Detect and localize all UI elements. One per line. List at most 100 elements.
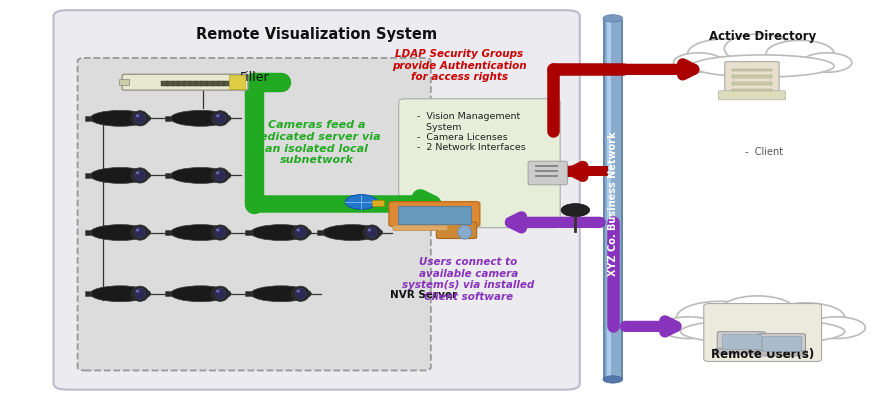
FancyBboxPatch shape (762, 336, 801, 351)
Bar (190, 81, 196, 86)
Bar (224, 81, 230, 86)
Ellipse shape (673, 53, 723, 72)
Ellipse shape (251, 286, 311, 302)
Bar (535, 165, 558, 167)
Bar (732, 89, 772, 91)
Circle shape (345, 195, 377, 209)
Bar (207, 81, 213, 86)
Ellipse shape (322, 224, 383, 240)
Ellipse shape (216, 290, 219, 293)
Ellipse shape (292, 286, 310, 302)
Bar (732, 69, 772, 71)
Ellipse shape (211, 168, 229, 183)
Bar (165, 173, 171, 178)
Bar (178, 81, 185, 86)
Ellipse shape (211, 225, 229, 240)
Bar (195, 81, 202, 86)
Ellipse shape (135, 170, 145, 181)
Ellipse shape (131, 168, 149, 183)
Ellipse shape (135, 227, 145, 238)
Ellipse shape (295, 227, 306, 238)
Text: Remote Visualization System: Remote Visualization System (196, 27, 437, 42)
Ellipse shape (688, 39, 763, 68)
Ellipse shape (170, 110, 231, 126)
Ellipse shape (211, 111, 229, 126)
Bar (85, 173, 91, 178)
Bar (173, 81, 179, 86)
Ellipse shape (136, 171, 139, 174)
Ellipse shape (215, 227, 226, 238)
FancyBboxPatch shape (722, 335, 761, 349)
FancyBboxPatch shape (78, 58, 431, 370)
Bar (85, 291, 91, 296)
Text: LDAP Security Groups
provide Authentication
for access rights: LDAP Security Groups provide Authenticat… (392, 49, 526, 82)
Text: Users connect to
available camera
system(s) via installed
Client software: Users connect to available camera system… (402, 257, 534, 302)
FancyBboxPatch shape (717, 332, 765, 351)
Bar (202, 81, 208, 86)
Bar (119, 79, 129, 85)
Bar (212, 81, 219, 86)
Bar (184, 81, 190, 86)
Bar (317, 230, 323, 235)
Ellipse shape (296, 290, 300, 293)
Ellipse shape (660, 317, 717, 339)
Ellipse shape (131, 286, 149, 302)
Ellipse shape (215, 170, 226, 181)
Ellipse shape (368, 228, 371, 231)
Ellipse shape (131, 111, 149, 126)
Text: Remote User(s): Remote User(s) (711, 348, 814, 361)
Bar (229, 75, 245, 89)
Bar (245, 291, 252, 296)
Bar (732, 75, 772, 78)
Bar (732, 82, 772, 84)
Bar (372, 200, 384, 206)
FancyBboxPatch shape (724, 62, 780, 98)
Text: -  Client: - Client (745, 147, 783, 157)
Ellipse shape (766, 40, 834, 67)
Bar (535, 175, 558, 177)
Ellipse shape (808, 317, 865, 339)
Ellipse shape (215, 288, 226, 299)
Bar (161, 81, 168, 86)
FancyBboxPatch shape (54, 10, 580, 390)
Ellipse shape (724, 34, 792, 63)
FancyBboxPatch shape (715, 348, 767, 354)
Circle shape (561, 204, 590, 217)
FancyBboxPatch shape (757, 334, 805, 353)
Ellipse shape (90, 168, 151, 184)
FancyBboxPatch shape (756, 350, 807, 356)
FancyBboxPatch shape (528, 161, 567, 185)
Ellipse shape (216, 114, 219, 117)
FancyBboxPatch shape (398, 206, 471, 224)
Bar (607, 20, 612, 379)
Text: Cameras feed a
dedicated server via
an isolated local
subnetwork: Cameras feed a dedicated server via an i… (252, 120, 381, 165)
Ellipse shape (170, 224, 231, 240)
Ellipse shape (603, 15, 623, 22)
Bar (85, 230, 91, 235)
FancyBboxPatch shape (389, 202, 480, 226)
Ellipse shape (458, 225, 472, 239)
Ellipse shape (90, 286, 151, 302)
Bar (165, 116, 171, 121)
Bar (603, 20, 623, 379)
Ellipse shape (170, 286, 231, 302)
Ellipse shape (295, 288, 306, 299)
FancyBboxPatch shape (718, 91, 786, 100)
Text: -  Vision Management
   System
-  Camera Licenses
-  2 Network Interfaces: - Vision Management System - Camera Lice… (417, 112, 525, 153)
Ellipse shape (363, 225, 381, 240)
Ellipse shape (719, 296, 797, 328)
Bar (535, 171, 558, 173)
Ellipse shape (215, 113, 226, 124)
Bar (85, 116, 91, 121)
Ellipse shape (251, 224, 311, 240)
Text: XYZ Co. Business Network: XYZ Co. Business Network (607, 132, 618, 276)
Ellipse shape (136, 114, 139, 117)
Ellipse shape (802, 53, 852, 72)
Ellipse shape (216, 171, 219, 174)
Ellipse shape (136, 228, 139, 231)
Ellipse shape (135, 288, 145, 299)
Ellipse shape (691, 55, 834, 77)
Text: NVR Server: NVR Server (390, 290, 458, 300)
Ellipse shape (367, 227, 377, 238)
Ellipse shape (136, 290, 139, 293)
